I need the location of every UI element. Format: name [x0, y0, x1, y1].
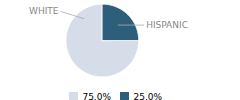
svg-text:WHITE: WHITE — [29, 6, 59, 16]
svg-text:HISPANIC: HISPANIC — [146, 20, 188, 30]
